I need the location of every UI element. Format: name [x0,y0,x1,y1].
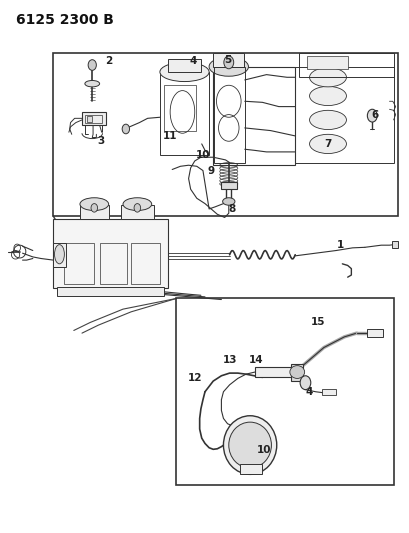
Text: 5: 5 [223,55,231,65]
Bar [87,116,92,122]
Text: 4: 4 [189,56,196,66]
Bar [254,367,294,377]
Circle shape [299,376,310,390]
Bar [290,364,303,381]
Bar [53,53,397,216]
Ellipse shape [160,62,209,82]
Bar [100,243,127,284]
Text: 2: 2 [105,56,112,66]
Bar [213,53,244,67]
Bar [121,205,153,219]
Ellipse shape [80,198,108,211]
Bar [239,464,262,474]
Circle shape [366,109,376,122]
Bar [391,241,397,248]
Ellipse shape [289,366,304,378]
Bar [299,53,393,77]
Bar [57,287,164,296]
Bar [131,243,160,284]
Text: 15: 15 [310,318,324,327]
Text: 7: 7 [324,139,331,149]
Circle shape [91,204,97,212]
Bar [63,243,94,284]
Ellipse shape [222,198,234,205]
Ellipse shape [123,198,151,211]
Text: 3: 3 [97,136,104,146]
Ellipse shape [54,245,64,264]
Text: 4: 4 [305,387,312,397]
Circle shape [134,204,140,212]
Text: 13: 13 [222,355,236,365]
Text: 8: 8 [227,205,235,214]
Bar [53,219,168,288]
Text: 14: 14 [248,355,263,365]
Bar [366,329,382,337]
Bar [307,56,348,69]
Text: 9: 9 [207,166,214,175]
Bar [220,182,236,189]
Circle shape [88,60,96,70]
Bar [160,72,209,155]
Ellipse shape [309,86,346,106]
Ellipse shape [223,416,276,474]
Bar [321,389,335,395]
Text: 1: 1 [336,240,343,250]
Text: 6: 6 [371,110,378,119]
Bar [80,205,108,219]
Ellipse shape [309,68,346,87]
Bar [294,67,393,163]
Ellipse shape [85,80,99,87]
Ellipse shape [228,422,271,468]
Ellipse shape [309,110,346,130]
Ellipse shape [209,57,248,76]
Text: 10: 10 [256,446,271,455]
Bar [85,115,101,123]
Bar [176,298,393,485]
Bar [53,243,65,266]
Text: 12: 12 [187,374,202,383]
Text: 11: 11 [162,131,177,141]
Bar [214,67,244,163]
Circle shape [122,124,129,134]
Text: 6125 2300 B: 6125 2300 B [16,13,114,27]
Bar [164,85,196,131]
Bar [213,67,294,165]
Bar [82,112,106,125]
Ellipse shape [309,134,346,154]
Bar [168,59,200,72]
Text: 10: 10 [195,150,210,159]
Circle shape [223,56,233,69]
